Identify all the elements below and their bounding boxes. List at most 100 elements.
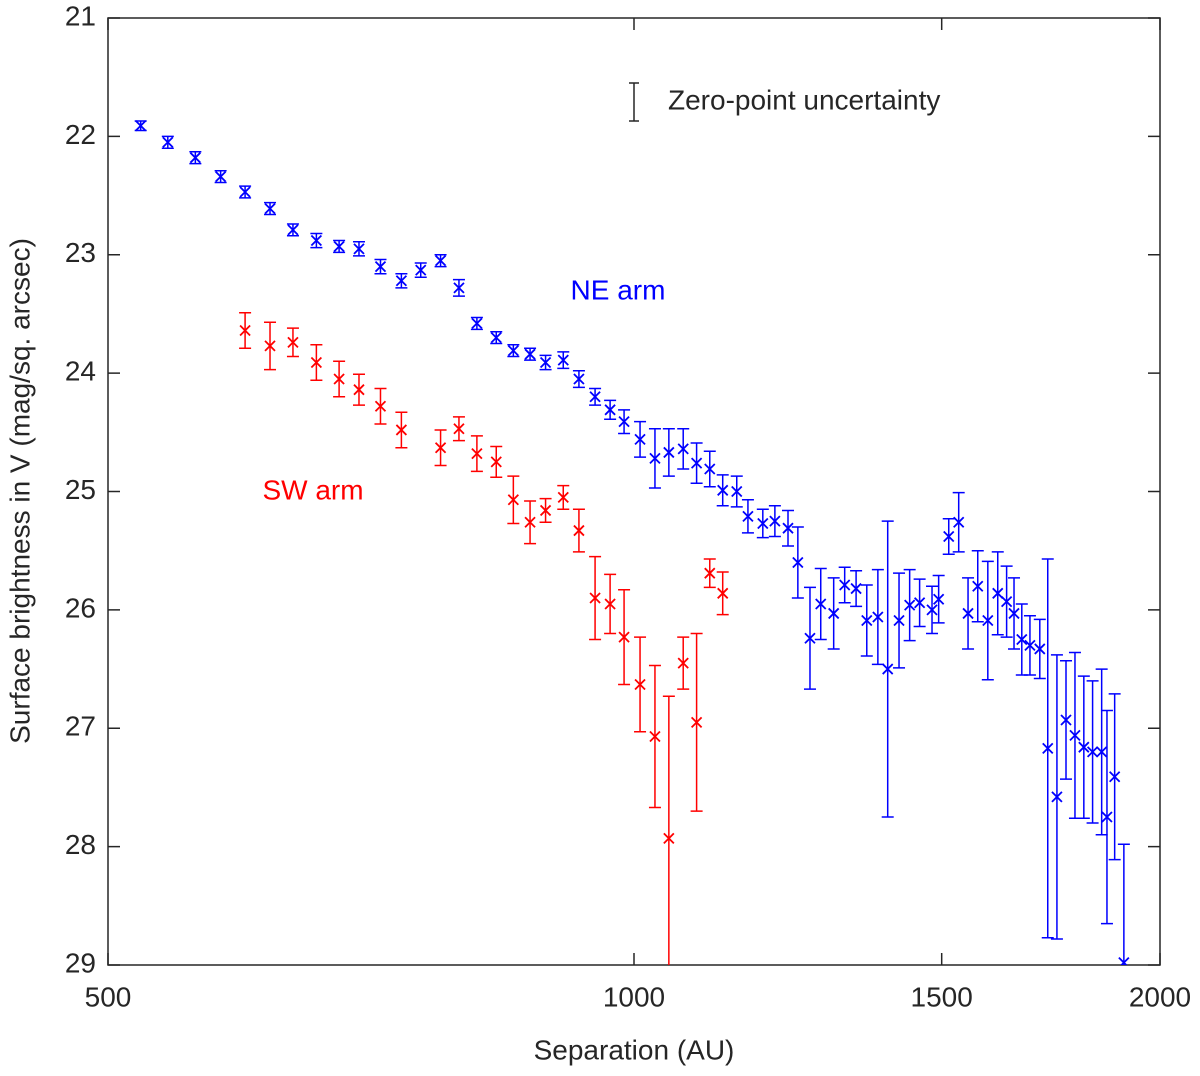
marker xyxy=(507,344,519,357)
marker xyxy=(782,522,794,534)
marker xyxy=(310,234,323,247)
marker xyxy=(264,202,276,215)
marker xyxy=(507,494,519,506)
marker xyxy=(704,567,716,579)
marker xyxy=(962,607,974,620)
x-tick-label: 2000 xyxy=(1129,981,1191,1012)
marker xyxy=(557,491,569,504)
marker xyxy=(557,354,569,366)
plot-area xyxy=(134,120,1130,965)
marker xyxy=(1096,746,1108,758)
marker xyxy=(933,593,945,605)
marker xyxy=(434,442,447,454)
marker xyxy=(943,530,955,543)
marker xyxy=(634,678,646,691)
y-tick-label: 25 xyxy=(65,474,96,505)
marker xyxy=(690,457,703,469)
marker xyxy=(162,136,174,148)
plot-frame xyxy=(107,17,1161,966)
marker xyxy=(704,463,716,475)
marker xyxy=(490,331,502,344)
marker xyxy=(717,484,729,496)
marker xyxy=(828,607,840,620)
marker xyxy=(333,240,345,253)
marker xyxy=(663,832,675,844)
marker xyxy=(1109,771,1121,783)
marker xyxy=(690,716,703,728)
annotation-text: Zero-point uncertainty xyxy=(668,84,940,115)
marker xyxy=(815,598,827,610)
x-tick-label: 500 xyxy=(85,981,132,1012)
marker xyxy=(415,264,427,276)
marker xyxy=(573,373,585,385)
marker xyxy=(717,587,729,599)
marker xyxy=(471,317,483,330)
marker xyxy=(353,384,365,396)
zero-point-bar xyxy=(629,82,639,122)
marker xyxy=(618,631,630,643)
marker xyxy=(374,260,387,273)
marker xyxy=(524,348,536,360)
marker xyxy=(663,446,675,459)
marker xyxy=(872,611,884,623)
marker xyxy=(471,447,483,460)
marker xyxy=(434,255,447,267)
marker xyxy=(490,456,502,468)
marker xyxy=(972,580,984,592)
series-label: NE arm xyxy=(571,274,666,305)
marker xyxy=(374,400,387,412)
y-tick-label: 23 xyxy=(65,237,96,268)
marker xyxy=(953,516,965,528)
marker xyxy=(604,598,616,610)
marker xyxy=(882,663,894,675)
marker xyxy=(589,592,601,604)
marker xyxy=(287,224,299,236)
marker xyxy=(1118,956,1130,965)
y-tick-label: 29 xyxy=(65,947,96,978)
y-tick-label: 27 xyxy=(65,711,96,742)
marker xyxy=(618,416,630,428)
marker xyxy=(913,597,926,609)
marker xyxy=(926,604,938,616)
y-tick-label: 26 xyxy=(65,592,96,623)
marker xyxy=(731,485,743,498)
marker xyxy=(1042,742,1054,755)
marker xyxy=(1000,595,1013,608)
marker xyxy=(310,356,323,369)
marker xyxy=(677,657,689,669)
marker xyxy=(333,373,345,385)
series-label: SW arm xyxy=(262,474,363,505)
marker xyxy=(264,340,276,352)
marker xyxy=(1034,643,1046,655)
marker xyxy=(904,599,916,611)
marker xyxy=(1024,639,1036,652)
x-tick-label: 1000 xyxy=(603,981,665,1012)
y-axis-label: Surface brightness in V (mag/sq. arcsec) xyxy=(4,238,35,744)
marker xyxy=(189,152,201,164)
marker xyxy=(604,404,616,416)
marker xyxy=(1060,714,1072,726)
marker xyxy=(757,517,769,530)
marker xyxy=(239,324,251,337)
marker xyxy=(1069,729,1081,741)
marker xyxy=(1051,791,1063,803)
marker xyxy=(1101,811,1113,823)
marker xyxy=(395,275,408,287)
marker xyxy=(742,510,754,522)
marker xyxy=(453,423,465,435)
marker xyxy=(214,170,227,183)
marker xyxy=(453,282,465,294)
y-tick-label: 22 xyxy=(65,119,96,150)
marker xyxy=(649,452,661,464)
marker xyxy=(1016,633,1028,646)
marker xyxy=(135,120,147,132)
x-axis-label: Separation (AU) xyxy=(534,1034,735,1065)
marker xyxy=(850,582,862,595)
y-tick-label: 28 xyxy=(65,829,96,860)
y-tick-label: 24 xyxy=(65,356,96,387)
y-tick-label: 21 xyxy=(65,0,96,31)
marker xyxy=(792,556,804,569)
marker xyxy=(804,632,816,644)
marker xyxy=(992,587,1004,599)
